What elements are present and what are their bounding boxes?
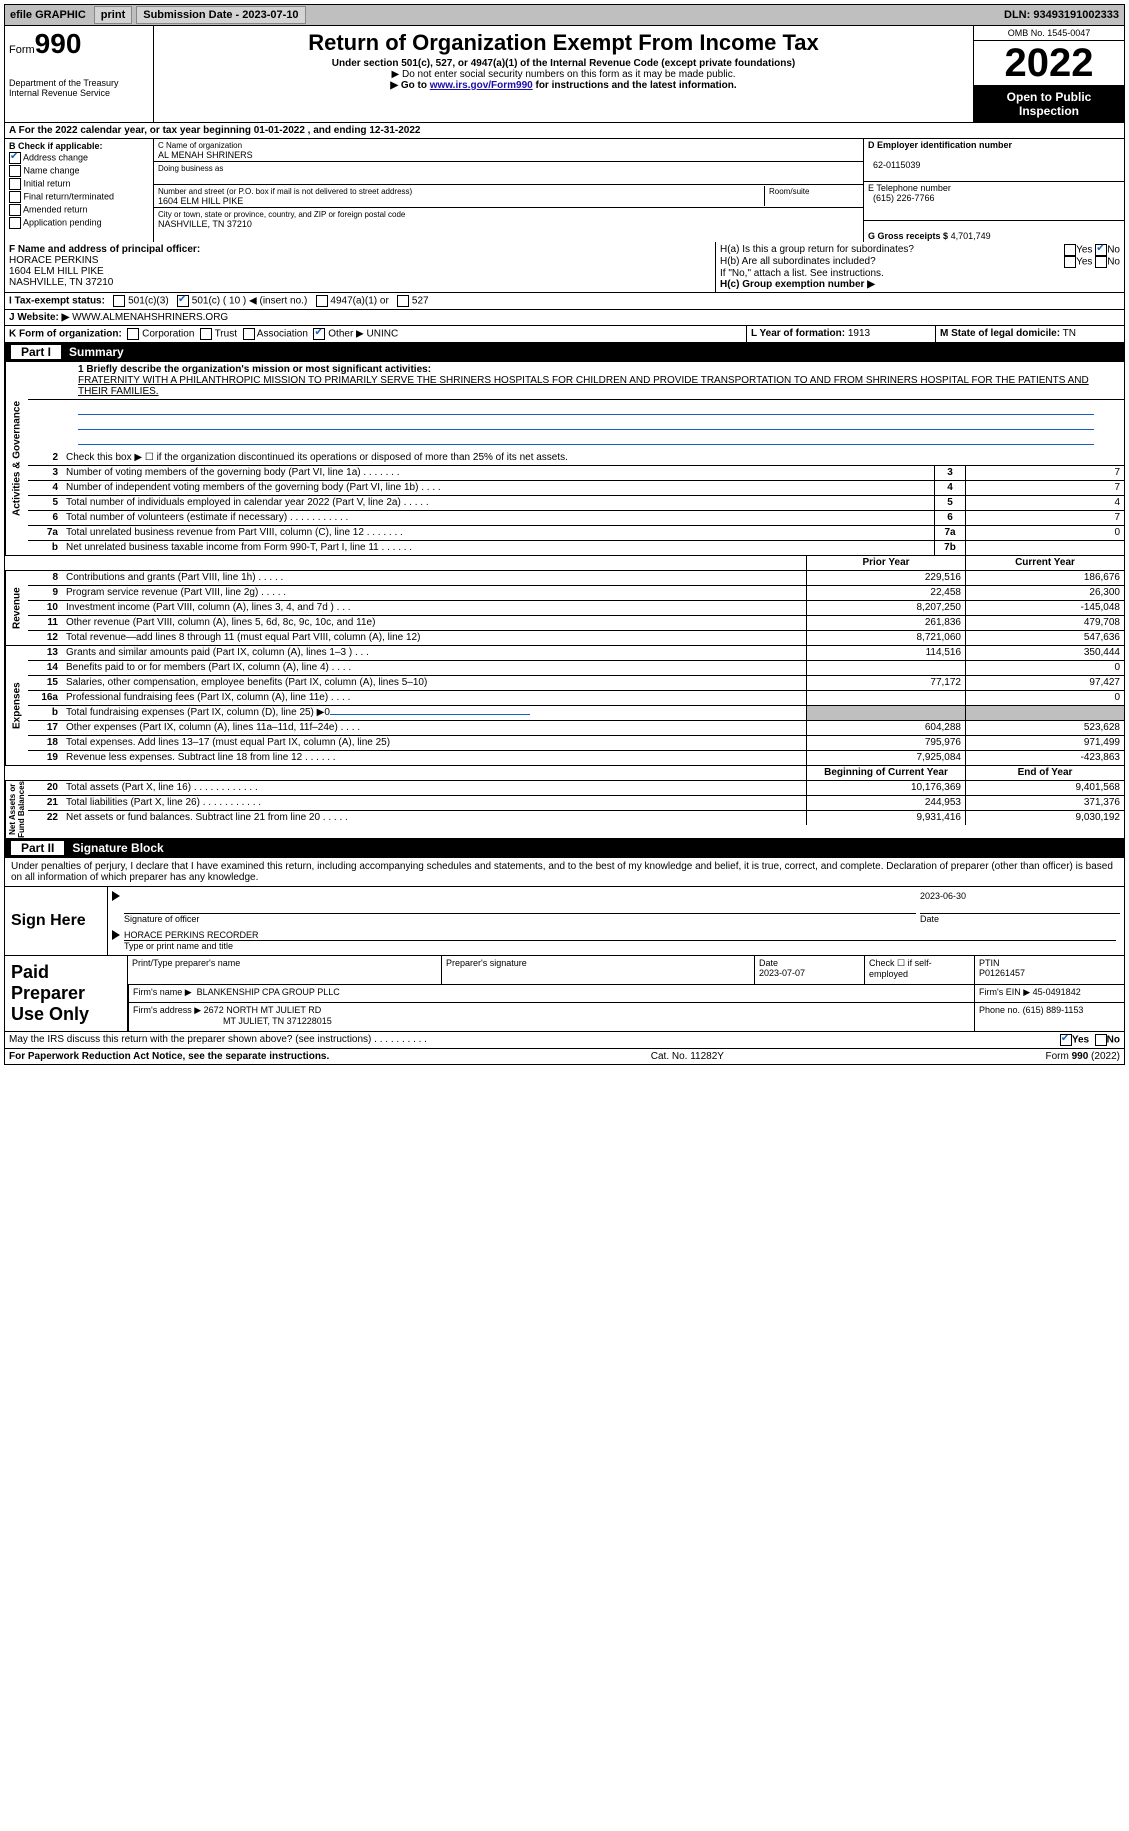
org-city: NASHVILLE, TN 37210 (158, 219, 252, 229)
signature-section: Under penalties of perjury, I declare th… (4, 858, 1125, 956)
cb-address-change[interactable]: Address change (9, 152, 149, 164)
perjury-declaration: Under penalties of perjury, I declare th… (5, 858, 1124, 886)
org-street: 1604 ELM HILL PIKE (158, 196, 243, 206)
side-expenses: Expenses (5, 646, 28, 765)
telephone-value: (615) 226-7766 (873, 193, 935, 203)
cb-application-pending[interactable]: Application pending (9, 217, 149, 229)
ein-value: 62-0115039 (873, 160, 920, 170)
col-b-checkboxes: B Check if applicable: Address change Na… (5, 139, 153, 242)
side-activities-governance: Activities & Governance (5, 362, 28, 555)
line-7a-value: 0 (965, 526, 1124, 540)
form-title-box: Return of Organization Exempt From Incom… (154, 26, 973, 122)
mission-block: 1 Briefly describe the organization's mi… (28, 362, 1124, 400)
year-box: OMB No. 1545-0047 2022 Open to Public In… (973, 26, 1124, 122)
org-name: AL MENAH SHRINERS (158, 150, 253, 160)
print-button[interactable]: print (94, 6, 132, 24)
side-revenue: Revenue (5, 571, 28, 645)
row-a-tax-year: A For the 2022 calendar year, or tax yea… (4, 123, 1125, 139)
cb-initial-return[interactable]: Initial return (9, 178, 149, 190)
sign-here-label: Sign Here (5, 887, 108, 955)
irs-link[interactable]: www.irs.gov/Form990 (430, 80, 533, 91)
identity-block: B Check if applicable: Address change Na… (4, 139, 1125, 242)
website-value: WWW.ALMENAHSHRINERS.ORG (72, 312, 228, 323)
mission-text: FRATERNITY WITH A PHILANTHROPIC MISSION … (78, 375, 1089, 397)
paid-preparer-label: Paid Preparer Use Only (5, 956, 128, 1031)
line-5-value: 4 (965, 496, 1124, 510)
form-title: Return of Organization Exempt From Incom… (160, 30, 967, 56)
part-2-header: Part IISignature Block (4, 839, 1125, 858)
summary-section: Activities & Governance 1 Briefly descri… (4, 362, 1125, 839)
paid-preparer-section: Paid Preparer Use Only Print/Type prepar… (4, 956, 1125, 1032)
part-1-header: Part ISummary (4, 343, 1125, 362)
col-c-org-info: C Name of organization AL MENAH SHRINERS… (153, 139, 863, 242)
discuss-row: May the IRS discuss this return with the… (4, 1032, 1125, 1049)
form-header: Form990 Department of the Treasury Inter… (4, 26, 1125, 123)
line-6-value: 7 (965, 511, 1124, 525)
side-net-assets: Net Assets or Fund Balances (5, 781, 28, 838)
row-j-website: J Website: ▶ WWW.ALMENAHSHRINERS.ORG (4, 310, 1125, 326)
form-number-box: Form990 Department of the Treasury Inter… (5, 26, 154, 122)
dln-label: DLN: 93493191002333 (1000, 9, 1123, 21)
line-4-value: 7 (965, 481, 1124, 495)
row-f-h: F Name and address of principal officer:… (4, 242, 1125, 293)
row-i-tax-status: I Tax-exempt status: 501(c)(3) 501(c) ( … (4, 293, 1125, 310)
top-toolbar: efile GRAPHIC print Submission Date - 20… (4, 4, 1125, 26)
line-7b-value (965, 541, 1124, 555)
cb-name-change[interactable]: Name change (9, 165, 149, 177)
row-klm: K Form of organization: Corporation Trus… (4, 326, 1125, 343)
gross-receipts: 4,701,749 (951, 231, 991, 241)
submission-date-button[interactable]: Submission Date - 2023-07-10 (136, 6, 305, 24)
cb-amended-return[interactable]: Amended return (9, 204, 149, 216)
efile-label: efile GRAPHIC (6, 9, 90, 21)
col-d-ein-tel: D Employer identification number 62-0115… (863, 139, 1124, 242)
line-3-value: 7 (965, 466, 1124, 480)
footer: For Paperwork Reduction Act Notice, see … (4, 1049, 1125, 1065)
cb-final-return[interactable]: Final return/terminated (9, 191, 149, 203)
